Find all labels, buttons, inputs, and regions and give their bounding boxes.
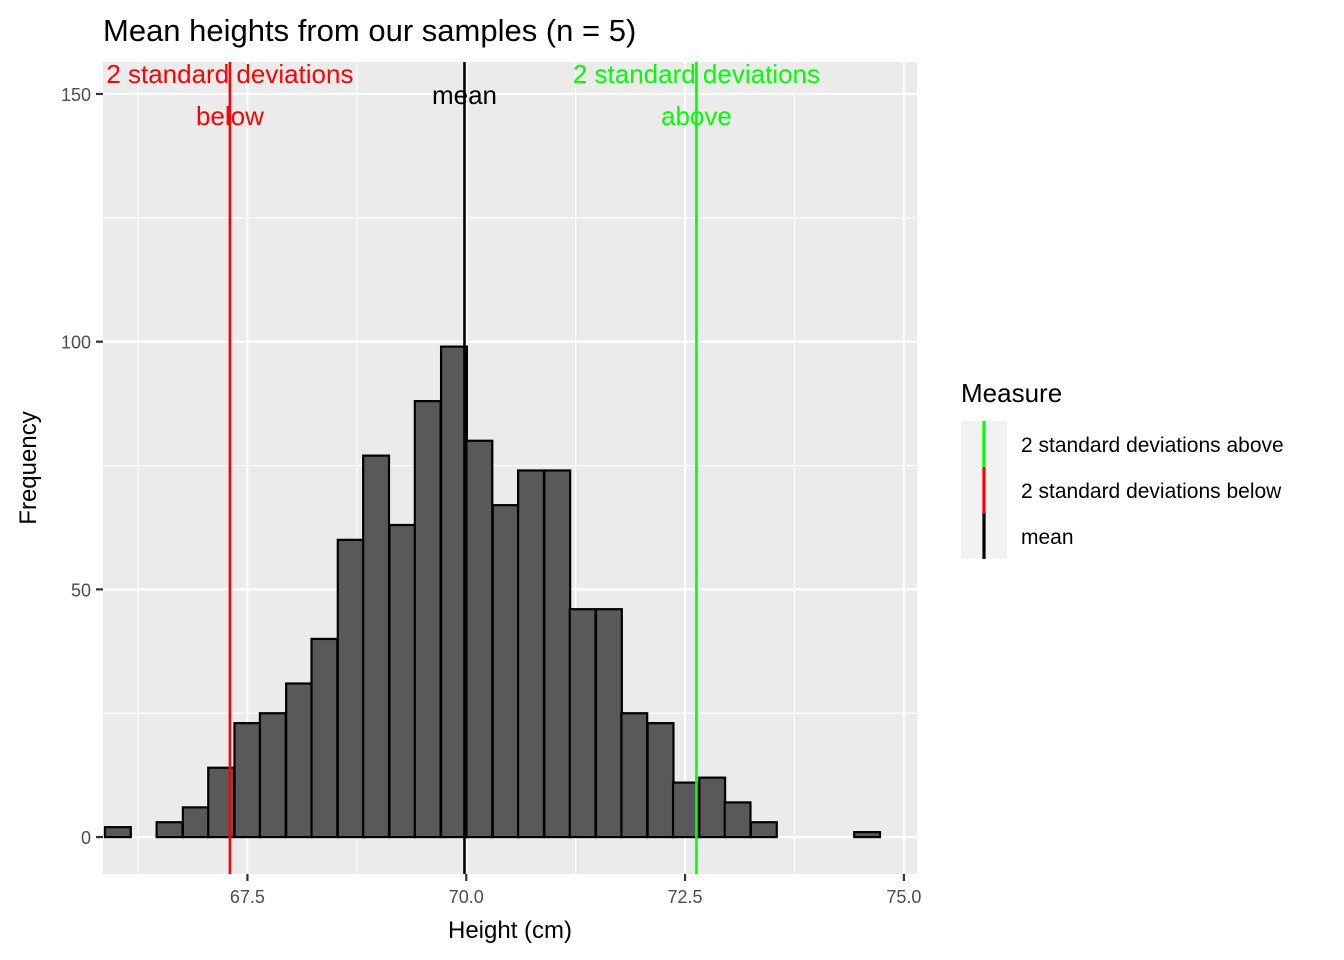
x-tick-label: 75.0	[886, 887, 921, 907]
histogram-bar	[568, 608, 597, 839]
histogram-bar	[749, 821, 778, 839]
y-axis: 0 50 100 150	[61, 85, 103, 848]
histogram-bar	[388, 523, 417, 839]
x-tick-label: 72.5	[668, 887, 703, 907]
histogram-bars	[103, 345, 882, 839]
x-axis-title: Height (cm)	[448, 917, 572, 944]
reference-lines	[228, 62, 698, 874]
y-tick-label: 50	[71, 580, 91, 600]
y-tick-label: 100	[61, 333, 91, 353]
reference-label: 2 standard deviations	[106, 59, 353, 89]
histogram-bar	[336, 538, 365, 839]
histogram-bar	[103, 826, 132, 839]
histogram-bar	[698, 776, 727, 839]
histogram-bar	[646, 722, 675, 839]
histogram-bar	[439, 345, 468, 839]
reference-label: above	[661, 101, 732, 131]
legend-title: Measure	[961, 378, 1062, 408]
histogram-bar	[516, 469, 546, 839]
histogram-bar	[155, 821, 184, 839]
y-tick-label: 0	[81, 828, 91, 848]
reference-label: 2 standard deviations	[573, 59, 820, 89]
histogram-bar	[362, 454, 391, 839]
histogram-bar	[594, 608, 623, 839]
y-axis-title: Frequency	[15, 411, 42, 524]
x-axis: 67.5 70.0 72.5 75.0	[230, 874, 921, 907]
x-tick-label: 70.0	[449, 887, 484, 907]
legend-label: 2 standard deviations above	[1021, 434, 1284, 457]
reference-annotations: 2 standard deviations below mean 2 standard…	[106, 59, 820, 131]
reference-label: mean	[432, 80, 497, 110]
chart-title: Mean heights from our samples (n = 5)	[103, 13, 636, 48]
histogram-bar	[543, 469, 572, 839]
histogram-bar	[723, 801, 752, 839]
histogram-bar	[491, 504, 520, 839]
reference-label: below	[196, 101, 264, 131]
legend-keys: 2 standard deviations above 2 standard de…	[961, 421, 1284, 559]
histogram-bar	[233, 722, 262, 839]
histogram-bar	[671, 781, 700, 839]
histogram-bar	[310, 637, 339, 839]
legend-label: 2 standard deviations below	[1021, 480, 1282, 503]
histogram-bar	[620, 712, 649, 839]
legend-label: mean	[1021, 526, 1074, 549]
histogram-bar	[853, 831, 882, 839]
histogram-bar	[285, 682, 314, 839]
histogram-bar	[258, 712, 287, 839]
x-tick-label: 67.5	[230, 887, 265, 907]
histogram-bar	[413, 400, 442, 839]
y-tick-label: 150	[61, 85, 91, 105]
histogram-bar	[181, 806, 210, 839]
histogram-bar	[465, 439, 494, 839]
